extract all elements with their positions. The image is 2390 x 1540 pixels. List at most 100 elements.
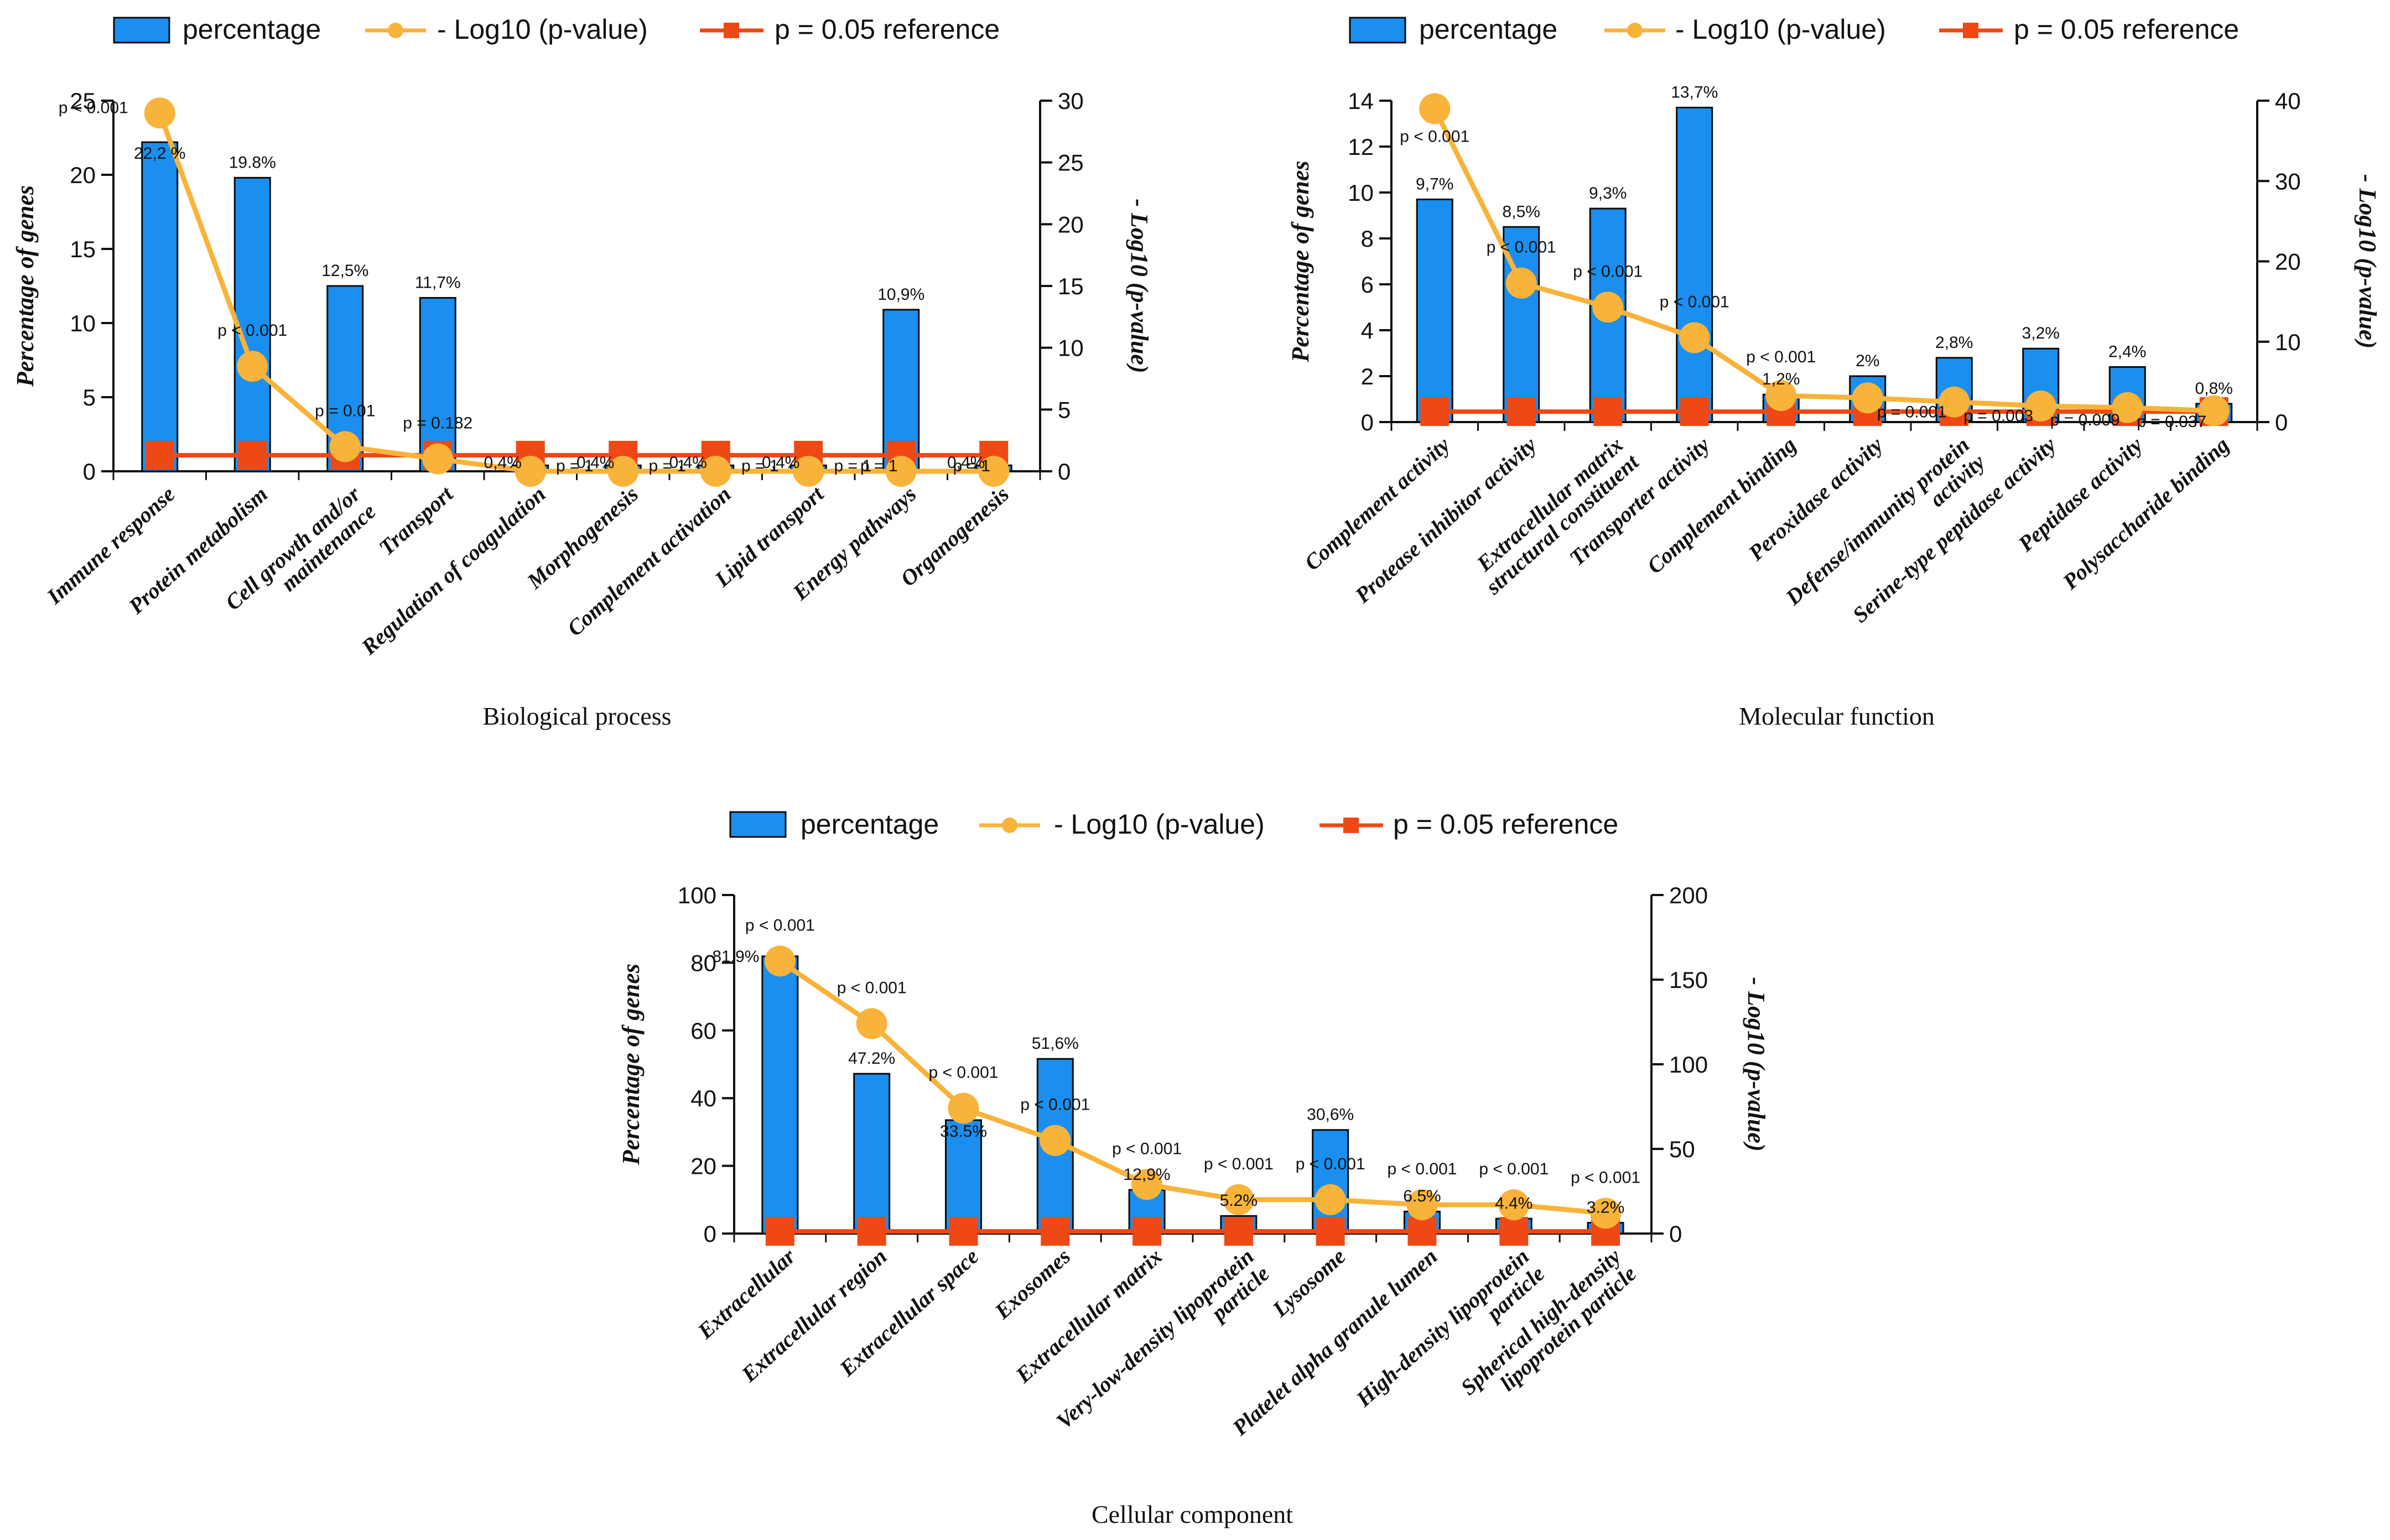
legend-ref-marker bbox=[724, 23, 739, 38]
legend-log-marker bbox=[1627, 23, 1643, 38]
log10-marker bbox=[1505, 267, 1537, 299]
p-value-label: p = 0.009 bbox=[2050, 411, 2120, 429]
reference-marker bbox=[1316, 1217, 1345, 1246]
reference-marker bbox=[1041, 1217, 1070, 1246]
chart-molecular-function: 0 2 4 6 8 10 12 14 0 10 20 30 40 9,7% 8,5% 9,3% 13,7% 1,2… bbox=[1287, 83, 2381, 730]
p-value-label: p = 1 bbox=[860, 457, 898, 475]
p-value-label: p < 0.001 bbox=[59, 98, 128, 117]
reference-marker bbox=[949, 1217, 978, 1246]
y2-tick-label: 30 bbox=[2275, 168, 2301, 194]
log10-marker bbox=[1314, 1184, 1346, 1215]
reference-marker bbox=[1499, 1217, 1529, 1246]
y-tick-label: 15 bbox=[70, 236, 96, 262]
log10-marker bbox=[948, 1092, 979, 1124]
p-value-label: p < 0.001 bbox=[1660, 293, 1729, 311]
category-label: Complement activity bbox=[1300, 432, 1454, 575]
log10-marker bbox=[856, 1008, 887, 1039]
y-tick-label: 2 bbox=[1361, 363, 1374, 389]
y2-tick-label: 15 bbox=[1058, 273, 1084, 299]
p-value-label: p < 0.001 bbox=[1573, 262, 1643, 280]
bar-value-label: 0,4% bbox=[484, 454, 522, 472]
category-label-line: Regulation of coagulation bbox=[356, 481, 550, 660]
y-tick-label: 20 bbox=[690, 1153, 716, 1179]
y-tick-label: 40 bbox=[690, 1085, 716, 1111]
y-tick-label: 25 bbox=[70, 88, 96, 114]
bar-value-label: 11,7% bbox=[415, 273, 461, 292]
y2-tick-label: 10 bbox=[1058, 335, 1084, 361]
log10-marker bbox=[700, 456, 731, 487]
y-tick-label: 5 bbox=[83, 384, 96, 410]
bar-value-label: 9,7% bbox=[1416, 175, 1453, 193]
p-value-label: p = 1 bbox=[741, 457, 779, 475]
y2-tick-label: 50 bbox=[1669, 1136, 1695, 1162]
log10-marker bbox=[1852, 382, 1883, 414]
y2-tick-label: 40 bbox=[2275, 88, 2301, 114]
log10-line bbox=[157, 112, 994, 474]
panel-title: Biological process bbox=[482, 702, 671, 730]
legend-ref-label: p = 0.05 reference bbox=[1393, 809, 1618, 840]
log10-marker bbox=[1131, 1169, 1163, 1200]
log10-marker bbox=[329, 431, 361, 462]
log10-marker bbox=[1498, 1189, 1530, 1220]
bar-value-label: 30,6% bbox=[1307, 1106, 1354, 1124]
category-label-line: Spherical high-density bbox=[1456, 1244, 1625, 1400]
p-value-label: p < 0.001 bbox=[1487, 238, 1556, 257]
y2-tick-label: 20 bbox=[2275, 249, 2301, 275]
bar-value-label: 19.8% bbox=[229, 153, 276, 171]
log10-marker bbox=[978, 456, 1010, 487]
log10-marker bbox=[1040, 1125, 1071, 1156]
category-label: Transport bbox=[374, 481, 459, 560]
p-value-label: p < 0.001 bbox=[837, 979, 907, 997]
legend-ref-marker bbox=[1963, 23, 1978, 38]
reference-marker bbox=[1506, 397, 1536, 426]
category-label: Lysosome bbox=[1267, 1244, 1350, 1322]
p-value-label: p < 0.001 bbox=[1400, 128, 1469, 146]
bar-value-label: 9,3% bbox=[1589, 184, 1627, 202]
bar bbox=[233, 176, 271, 472]
bar-value-label: 0,4% bbox=[669, 454, 707, 472]
legend-percentage-swatch bbox=[113, 17, 170, 44]
legend-percentage-swatch bbox=[1349, 17, 1406, 44]
bar-value-label: 2,4% bbox=[2108, 342, 2146, 361]
y-axis-label: Percentage of genes bbox=[617, 964, 645, 1166]
y-tick-label: 0 bbox=[1361, 409, 1374, 435]
bar bbox=[761, 955, 799, 1235]
panel-title: Cellular component bbox=[1092, 1500, 1293, 1528]
y-tick-label: 100 bbox=[678, 882, 716, 908]
panel-title: Molecular function bbox=[1739, 702, 1935, 730]
y2-tick-label: 5 bbox=[1058, 397, 1071, 423]
p-value-label: p < 0.001 bbox=[1204, 1155, 1274, 1173]
bar-value-label: 1,2% bbox=[1762, 370, 1800, 388]
bar bbox=[1676, 106, 1713, 423]
chart-cellular-component: 0 20 40 60 80 100 0 50 100 150 200 81.9% 47.2% 33.5% 5… bbox=[617, 882, 1770, 1528]
bar-value-label: 81.9% bbox=[712, 948, 759, 966]
bar-value-label: 12,5% bbox=[321, 262, 368, 280]
p-value-label: p = 1 bbox=[648, 457, 686, 475]
log10-marker bbox=[1765, 380, 1797, 412]
log10-line bbox=[778, 959, 1606, 1216]
log10-marker bbox=[793, 456, 824, 487]
y-tick-label: 6 bbox=[1361, 272, 1374, 298]
legend-log-label: - Log10 (p-value) bbox=[1054, 809, 1265, 840]
bar-value-label: 10,9% bbox=[877, 285, 924, 304]
log10-marker bbox=[2198, 395, 2230, 426]
y2-tick-label: 150 bbox=[1669, 967, 1708, 993]
y-tick-label: 14 bbox=[1348, 88, 1374, 114]
p-value-label: p < 0.001 bbox=[1479, 1160, 1549, 1178]
y2-axis-label: - Log10 (p-value) bbox=[1743, 977, 1770, 1151]
y2-tick-label: 200 bbox=[1669, 882, 1708, 908]
log10-marker bbox=[1592, 292, 1624, 323]
legend-log-marker bbox=[388, 23, 403, 38]
log10-marker bbox=[1590, 1198, 1622, 1229]
bar-value-label: 5.2% bbox=[1220, 1192, 1258, 1210]
bar bbox=[945, 1119, 982, 1235]
y2-axis-label: - Log10 (p-value) bbox=[2354, 174, 2381, 348]
category-label: Exosomes bbox=[990, 1244, 1076, 1324]
legend-ref-label: p = 0.05 reference bbox=[775, 14, 1000, 45]
y-axis-label: Percentage of genes bbox=[1287, 160, 1314, 362]
p-value-label: p = 0.037 bbox=[2137, 413, 2206, 431]
reference-marker bbox=[857, 1217, 886, 1246]
legend-molecular-function: percentage - Log10 (p-value) p = 0.05 re… bbox=[1349, 14, 2239, 45]
